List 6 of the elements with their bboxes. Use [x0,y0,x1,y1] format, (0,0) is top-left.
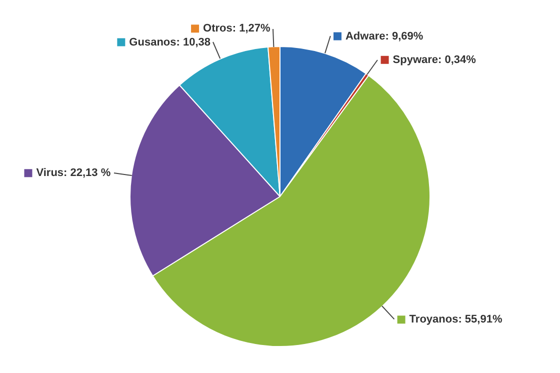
legend-label: Gusanos: 10,38 [129,36,211,48]
legend-label: Troyanos: 55,91% [409,314,502,326]
legend-label: Otros: 1,27% [203,22,270,35]
legend-label: Virus: 22,13 % [36,167,111,180]
legend-label: Adware: 9,69% [345,30,424,42]
legend-label: Spyware: 0,34% [392,54,476,66]
